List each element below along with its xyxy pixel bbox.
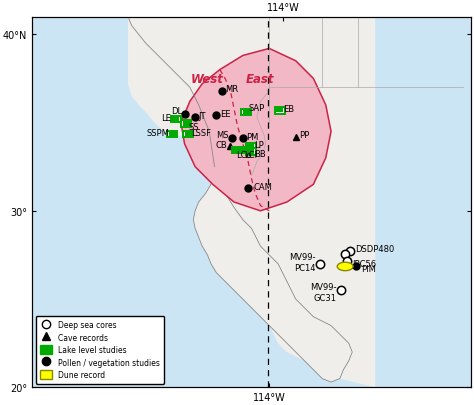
Text: MV99-
PC14: MV99- PC14 [290,253,316,272]
Ellipse shape [337,262,353,271]
Text: West: West [191,73,224,86]
Text: CAM: CAM [254,182,272,191]
Bar [247,150,254,155]
Bar [183,131,193,138]
Bar [169,132,176,137]
Text: PM: PM [246,133,259,142]
Text: LCI: LCI [245,151,257,160]
Legend: Deep sea cores, Cave records, Lake level studies, Pollen / vegetation studies, D: Deep sea cores, Cave records, Lake level… [36,316,164,384]
Bar [246,149,255,156]
Polygon shape [193,167,352,382]
Bar [247,145,254,149]
Polygon shape [128,17,375,388]
Text: EB: EB [283,104,294,114]
Text: JPC56: JPC56 [352,260,376,269]
Bar [275,108,285,114]
Text: SS: SS [188,123,199,132]
Text: JT: JT [199,112,206,121]
Text: LE: LE [162,113,171,122]
Bar [171,116,181,123]
Text: PP: PP [299,131,310,140]
Bar [167,131,177,138]
Text: DL: DL [171,107,182,115]
Bar [239,147,248,154]
Text: SAP: SAP [248,104,264,113]
Text: LCo: LCo [236,151,251,160]
Text: MR: MR [225,84,238,94]
Bar [243,111,250,115]
Bar [182,121,191,128]
Bar [233,148,240,153]
Bar [185,132,191,137]
Text: SSPM: SSPM [146,128,170,137]
Bar [241,109,251,116]
Polygon shape [181,49,331,211]
Bar [183,122,190,126]
Bar [232,147,241,154]
Text: PIM: PIM [361,264,376,273]
Text: MS: MS [216,131,228,140]
Bar [246,144,255,150]
Text: LP: LP [254,141,264,150]
Text: BB: BB [254,149,266,159]
Text: MV99-
GC31: MV99- GC31 [310,283,337,302]
Text: East: East [246,73,275,86]
Bar [240,148,247,153]
Bar [172,117,179,122]
Text: LSSF: LSSF [191,128,211,137]
Text: DSDP480: DSDP480 [355,245,394,254]
Text: EE: EE [220,110,230,119]
Bar [276,109,283,113]
Text: CB: CB [215,141,227,150]
